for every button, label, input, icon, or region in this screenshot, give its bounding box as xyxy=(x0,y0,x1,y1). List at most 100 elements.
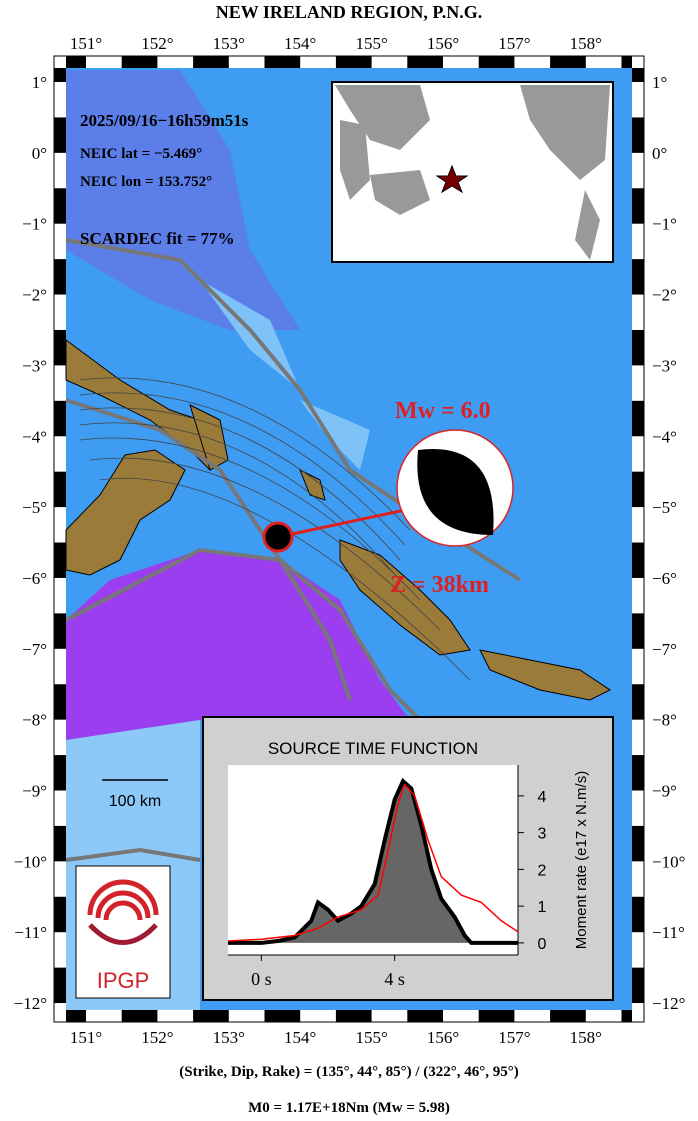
frame-segment xyxy=(54,896,66,933)
frame-segment xyxy=(632,329,644,366)
lat-label: −9° xyxy=(652,782,677,801)
frame-segment xyxy=(550,56,586,68)
frame-segment xyxy=(54,471,66,508)
frame-segment xyxy=(54,329,66,366)
frame-segment xyxy=(632,684,644,720)
frame-segment xyxy=(621,1010,632,1022)
lat-label: 1° xyxy=(32,73,47,92)
magnitude: Mw = 6.0 xyxy=(395,398,491,424)
frame-segment xyxy=(632,68,644,82)
lat-label: −7° xyxy=(652,640,677,659)
location-star xyxy=(435,164,469,194)
title: NEW IRELAND REGION, P.N.G. xyxy=(216,2,483,22)
stf-area xyxy=(228,781,518,943)
lon-label: 154° xyxy=(284,1028,316,1047)
y-tick-label: 1 xyxy=(538,899,547,916)
lat-label: −10° xyxy=(14,852,47,871)
lat-label: 0° xyxy=(32,144,47,163)
lon-label: 158° xyxy=(570,1028,602,1047)
lon-label: 158° xyxy=(570,34,602,53)
lon-label: 152° xyxy=(141,1028,173,1047)
frame-segment xyxy=(66,56,86,68)
frame-segment xyxy=(66,1010,86,1022)
lat-label: −7° xyxy=(22,640,47,659)
frame-segment xyxy=(632,471,644,508)
frame-segment xyxy=(632,400,644,437)
lat-label: 1° xyxy=(652,73,667,92)
frame-segment xyxy=(54,68,66,82)
lat-label: −1° xyxy=(652,215,677,234)
frame-segment xyxy=(478,1010,515,1022)
frame-segment xyxy=(54,755,66,791)
moment: M0 = 1.17E+18Nm (Mw = 5.98) xyxy=(248,1100,450,1116)
lon-label: 154° xyxy=(284,34,316,53)
frame-segment xyxy=(121,56,158,68)
frame-segment xyxy=(407,56,443,68)
frame-segment xyxy=(54,542,66,578)
lat-label: −3° xyxy=(652,356,677,375)
lon-label: 152° xyxy=(141,34,173,53)
lat-label: −5° xyxy=(22,498,47,517)
lat-label: −2° xyxy=(652,286,677,305)
longitude: NEIC lon = 153.752° xyxy=(80,174,212,190)
lat-label: −5° xyxy=(652,498,677,517)
stf-chart: 0 1 2 3 4 0 s 4 s xyxy=(227,765,547,989)
connector xyxy=(277,508,406,539)
frame-segment xyxy=(632,117,644,153)
frame-segment xyxy=(54,613,66,649)
lat-label: −12° xyxy=(14,994,47,1013)
frame-segment xyxy=(335,1010,372,1022)
stf-fit-curve xyxy=(227,783,519,942)
frame-segment xyxy=(632,613,644,649)
frame-segment xyxy=(54,117,66,153)
lon-label: 153° xyxy=(213,1028,245,1047)
frame-segment xyxy=(54,188,66,224)
stf-y-label: Moment rate (e17 x N.m/s) xyxy=(573,771,590,949)
lat-label: −6° xyxy=(652,569,677,588)
frame-segment xyxy=(54,967,66,1004)
frame-segment xyxy=(632,188,644,224)
y-tick-label: 3 xyxy=(538,826,547,843)
stf-title: SOURCE TIME FUNCTION xyxy=(268,739,478,758)
lon-label: 153° xyxy=(213,34,245,53)
origin-time: 2025/09/16−16h59m51s xyxy=(80,111,249,130)
x-tick-label: 4 s xyxy=(384,969,405,989)
lat-label: −8° xyxy=(652,711,677,730)
lon-label: 151° xyxy=(70,34,102,53)
frame-segment xyxy=(54,684,66,720)
logo-box xyxy=(75,865,171,999)
lat-label: −1° xyxy=(22,215,47,234)
frame-segment xyxy=(632,896,644,933)
lat-label: −11° xyxy=(14,923,47,942)
lat-label: −3° xyxy=(22,356,47,375)
frame-segment xyxy=(54,400,66,437)
lat-label: −9° xyxy=(22,782,47,801)
deep-water xyxy=(66,70,300,330)
frame-segment xyxy=(632,825,644,862)
frame-segment xyxy=(193,1010,229,1022)
depth: Z = 38km xyxy=(390,572,489,598)
y-tick-label: 0 xyxy=(538,936,547,953)
lat-label: 0° xyxy=(652,144,667,163)
x-tick-label: 0 s xyxy=(251,969,272,989)
plate-boundaries xyxy=(65,238,522,862)
frame-segment xyxy=(632,967,644,1004)
frame-segment xyxy=(632,755,644,791)
lat-label: −2° xyxy=(22,286,47,305)
frame-segment xyxy=(550,1010,586,1022)
lat-label: −4° xyxy=(22,427,47,446)
stf-curve xyxy=(228,777,518,945)
y-tick-label: 2 xyxy=(538,862,547,879)
lon-label: 155° xyxy=(355,34,387,53)
lat-label: −4° xyxy=(652,427,677,446)
frame-segment xyxy=(632,542,644,578)
lon-label: 156° xyxy=(427,1028,459,1047)
frame-segment xyxy=(621,56,632,68)
lat-label: −8° xyxy=(22,711,47,730)
frame-segment xyxy=(264,1010,301,1022)
y-tick-label: 4 xyxy=(538,789,547,806)
lon-label: 151° xyxy=(70,1028,102,1047)
lat-label: −11° xyxy=(652,923,685,942)
lon-label: 156° xyxy=(427,34,459,53)
